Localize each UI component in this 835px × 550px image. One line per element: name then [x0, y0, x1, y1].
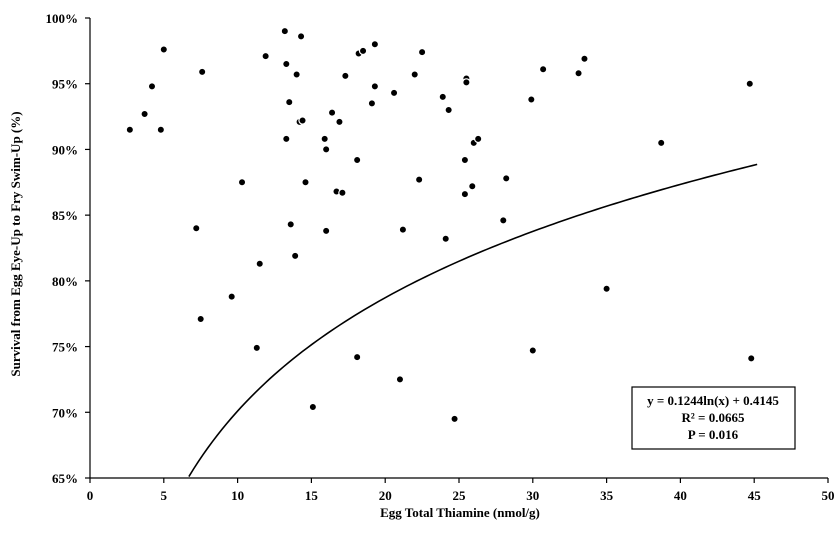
data-point — [417, 47, 427, 57]
data-point — [502, 174, 511, 183]
data-point — [580, 54, 589, 63]
data-point — [527, 95, 536, 104]
data-point — [468, 182, 477, 191]
x-tick-label: 10 — [231, 488, 244, 503]
y-axis-title: Survival from Egg Eye-Up to Fry Swim-Up … — [8, 111, 23, 376]
data-point — [438, 92, 447, 102]
data-point — [538, 65, 548, 74]
data-point — [320, 134, 329, 144]
y-ticks: 65% 70% 75% 80% 85% 90% 95% 100% — [46, 11, 90, 486]
data-point — [285, 97, 294, 107]
data-point — [237, 178, 247, 187]
data-point — [308, 402, 318, 412]
data-point — [280, 26, 290, 36]
data-point — [321, 226, 331, 236]
x-tick-label: 25 — [453, 488, 467, 503]
equation-text: y = 0.1244ln(x) + 0.4145 — [647, 393, 779, 408]
data-point — [261, 51, 270, 61]
y-tick-label: 65% — [52, 471, 78, 486]
data-point — [398, 225, 408, 234]
data-point — [286, 220, 295, 229]
data-point — [499, 216, 508, 225]
data-point — [159, 45, 168, 54]
data-point — [290, 251, 300, 261]
data-point — [192, 224, 201, 233]
data-point — [370, 82, 380, 91]
data-point — [341, 71, 350, 81]
trendline — [188, 163, 758, 477]
data-point — [395, 375, 405, 384]
data-point — [410, 70, 419, 79]
y-tick-label: 75% — [52, 340, 78, 355]
x-tick-label: 15 — [305, 488, 319, 503]
data-points — [125, 26, 756, 424]
data-point — [125, 125, 135, 134]
y-tick-label: 95% — [52, 77, 78, 92]
y-tick-label: 90% — [52, 142, 78, 157]
x-axis-title: Egg Total Thiamine (nmol/g) — [380, 505, 540, 520]
data-point — [367, 99, 377, 108]
x-ticks: 0 5 10 15 20 25 30 35 40 45 50 — [87, 478, 835, 503]
x-tick-label: 0 — [87, 488, 94, 503]
data-point — [147, 82, 157, 91]
x-tick-label: 35 — [600, 488, 614, 503]
data-point — [352, 155, 362, 165]
data-point — [370, 40, 380, 49]
data-point — [282, 59, 291, 69]
data-point — [338, 188, 347, 197]
data-point — [747, 354, 756, 363]
data-point — [335, 117, 344, 127]
data-point — [327, 108, 337, 117]
data-point — [358, 46, 368, 56]
x-tick-label: 30 — [526, 488, 539, 503]
data-point — [414, 175, 424, 184]
data-point — [282, 134, 291, 144]
y-tick-label: 70% — [52, 405, 78, 420]
data-point — [444, 105, 453, 115]
data-point — [301, 178, 310, 187]
data-point — [227, 292, 236, 301]
data-point — [745, 79, 754, 88]
data-point — [460, 155, 470, 165]
equation-box: y = 0.1244ln(x) + 0.4145 R² = 0.0665 P =… — [631, 386, 796, 450]
x-axis: 0 5 10 15 20 25 30 35 40 45 50 — [87, 477, 835, 503]
p-value-text: P = 0.016 — [688, 427, 739, 442]
data-point — [462, 78, 471, 87]
data-point — [441, 234, 450, 243]
data-point — [255, 259, 264, 268]
y-tick-label: 100% — [46, 11, 79, 26]
equation-box-border — [631, 386, 796, 450]
r-squared-text: R² = 0.0665 — [682, 410, 745, 425]
data-point — [602, 284, 611, 293]
data-point — [460, 189, 470, 199]
data-point — [574, 68, 583, 78]
data-point — [197, 67, 207, 77]
data-point — [156, 125, 166, 134]
data-point — [292, 70, 301, 79]
data-point — [389, 88, 399, 98]
data-point — [196, 314, 205, 324]
data-point — [473, 134, 483, 144]
x-tick-label: 50 — [822, 488, 835, 503]
data-point — [140, 109, 149, 119]
y-tick-label: 85% — [52, 208, 78, 223]
data-point — [352, 352, 362, 362]
data-point — [296, 32, 306, 41]
x-tick-label: 5 — [161, 488, 168, 503]
data-point — [450, 414, 459, 424]
data-point — [298, 116, 307, 125]
y-tick-label: 80% — [52, 274, 78, 289]
y-axis: 65% 70% 75% 80% 85% 90% 95% 100% — [46, 11, 91, 486]
x-tick-label: 40 — [674, 488, 687, 503]
x-tick-label: 20 — [379, 488, 392, 503]
data-point — [657, 138, 666, 148]
data-point — [528, 346, 538, 355]
data-point — [252, 343, 261, 353]
data-point — [321, 145, 331, 154]
x-tick-label: 45 — [748, 488, 762, 503]
